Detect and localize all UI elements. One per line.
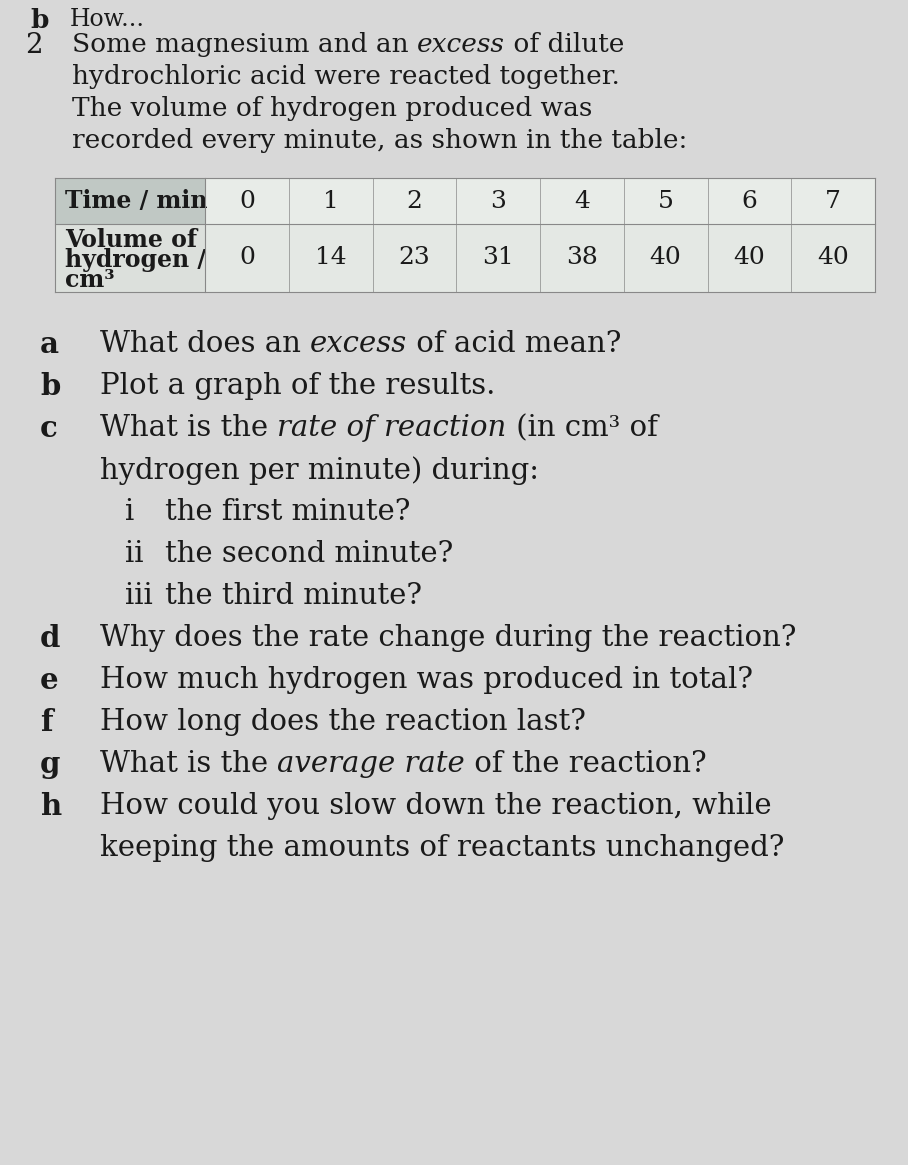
Text: How long does the reaction last?: How long does the reaction last? xyxy=(100,708,586,736)
FancyBboxPatch shape xyxy=(372,224,456,292)
FancyBboxPatch shape xyxy=(624,224,707,292)
Text: How much hydrogen was produced in total?: How much hydrogen was produced in total? xyxy=(100,666,753,694)
FancyBboxPatch shape xyxy=(456,224,540,292)
Text: h: h xyxy=(40,792,61,821)
Text: keeping the amounts of reactants unchanged?: keeping the amounts of reactants unchang… xyxy=(100,834,785,862)
Text: What is the: What is the xyxy=(100,414,277,442)
Text: Plot a graph of the results.: Plot a graph of the results. xyxy=(100,372,496,400)
Text: 5: 5 xyxy=(657,190,674,212)
FancyBboxPatch shape xyxy=(456,178,540,224)
Text: What does an: What does an xyxy=(100,330,311,358)
FancyBboxPatch shape xyxy=(55,224,205,292)
Text: The volume of hydrogen produced was: The volume of hydrogen produced was xyxy=(72,96,592,121)
Text: rate of reaction: rate of reaction xyxy=(277,414,507,442)
Text: What is the: What is the xyxy=(100,750,277,778)
Text: 7: 7 xyxy=(825,190,841,212)
Text: 1: 1 xyxy=(322,190,339,212)
FancyBboxPatch shape xyxy=(707,224,791,292)
Text: b: b xyxy=(30,8,48,33)
Text: ii: ii xyxy=(125,541,143,569)
FancyBboxPatch shape xyxy=(540,224,624,292)
Text: of dilute: of dilute xyxy=(505,31,624,57)
Text: 40: 40 xyxy=(650,247,682,269)
Text: iii: iii xyxy=(125,582,153,610)
Text: 23: 23 xyxy=(399,247,430,269)
Text: 0: 0 xyxy=(239,190,255,212)
Text: g: g xyxy=(40,750,60,779)
Text: 2: 2 xyxy=(407,190,422,212)
Text: d: d xyxy=(40,624,60,654)
Text: (in cm³ of: (in cm³ of xyxy=(507,414,657,442)
FancyBboxPatch shape xyxy=(791,178,875,224)
Text: a: a xyxy=(40,330,59,359)
FancyBboxPatch shape xyxy=(540,178,624,224)
FancyBboxPatch shape xyxy=(624,178,707,224)
Text: of the reaction?: of the reaction? xyxy=(465,750,706,778)
Text: Why does the rate change during the reaction?: Why does the rate change during the reac… xyxy=(100,624,796,652)
Text: 0: 0 xyxy=(239,247,255,269)
Text: i: i xyxy=(125,497,134,527)
Text: hydrogen /: hydrogen / xyxy=(65,248,206,271)
Text: 14: 14 xyxy=(315,247,347,269)
FancyBboxPatch shape xyxy=(707,178,791,224)
Text: excess: excess xyxy=(417,31,505,57)
Text: average rate: average rate xyxy=(277,750,465,778)
FancyBboxPatch shape xyxy=(55,178,205,224)
Text: the first minute?: the first minute? xyxy=(165,497,410,527)
Text: 40: 40 xyxy=(817,247,849,269)
Text: b: b xyxy=(40,372,60,401)
Text: the second minute?: the second minute? xyxy=(165,541,453,569)
FancyBboxPatch shape xyxy=(289,224,372,292)
Text: of acid mean?: of acid mean? xyxy=(408,330,622,358)
Text: cm³: cm³ xyxy=(65,268,114,292)
FancyBboxPatch shape xyxy=(289,178,372,224)
Text: excess: excess xyxy=(311,330,408,358)
Text: 40: 40 xyxy=(734,247,765,269)
Text: hydrogen per minute) during:: hydrogen per minute) during: xyxy=(100,456,539,485)
Text: c: c xyxy=(40,414,58,443)
Text: the third minute?: the third minute? xyxy=(165,582,422,610)
FancyBboxPatch shape xyxy=(372,178,456,224)
FancyBboxPatch shape xyxy=(791,224,875,292)
Text: Some magnesium and an: Some magnesium and an xyxy=(72,31,417,57)
Text: How could you slow down the reaction, while: How could you slow down the reaction, wh… xyxy=(100,792,772,820)
Text: e: e xyxy=(40,666,59,696)
Text: 31: 31 xyxy=(482,247,514,269)
Text: 4: 4 xyxy=(574,190,590,212)
Text: Time / min: Time / min xyxy=(65,189,208,213)
FancyBboxPatch shape xyxy=(205,178,289,224)
Text: How...: How... xyxy=(70,8,145,31)
Text: 3: 3 xyxy=(490,190,506,212)
Text: Volume of: Volume of xyxy=(65,228,197,252)
Text: f: f xyxy=(40,708,53,737)
Text: recorded every minute, as shown in the table:: recorded every minute, as shown in the t… xyxy=(72,128,687,153)
Text: 2: 2 xyxy=(25,31,43,59)
Text: 6: 6 xyxy=(742,190,757,212)
Text: 38: 38 xyxy=(566,247,597,269)
FancyBboxPatch shape xyxy=(205,224,289,292)
Text: hydrochloric acid were reacted together.: hydrochloric acid were reacted together. xyxy=(72,64,620,89)
